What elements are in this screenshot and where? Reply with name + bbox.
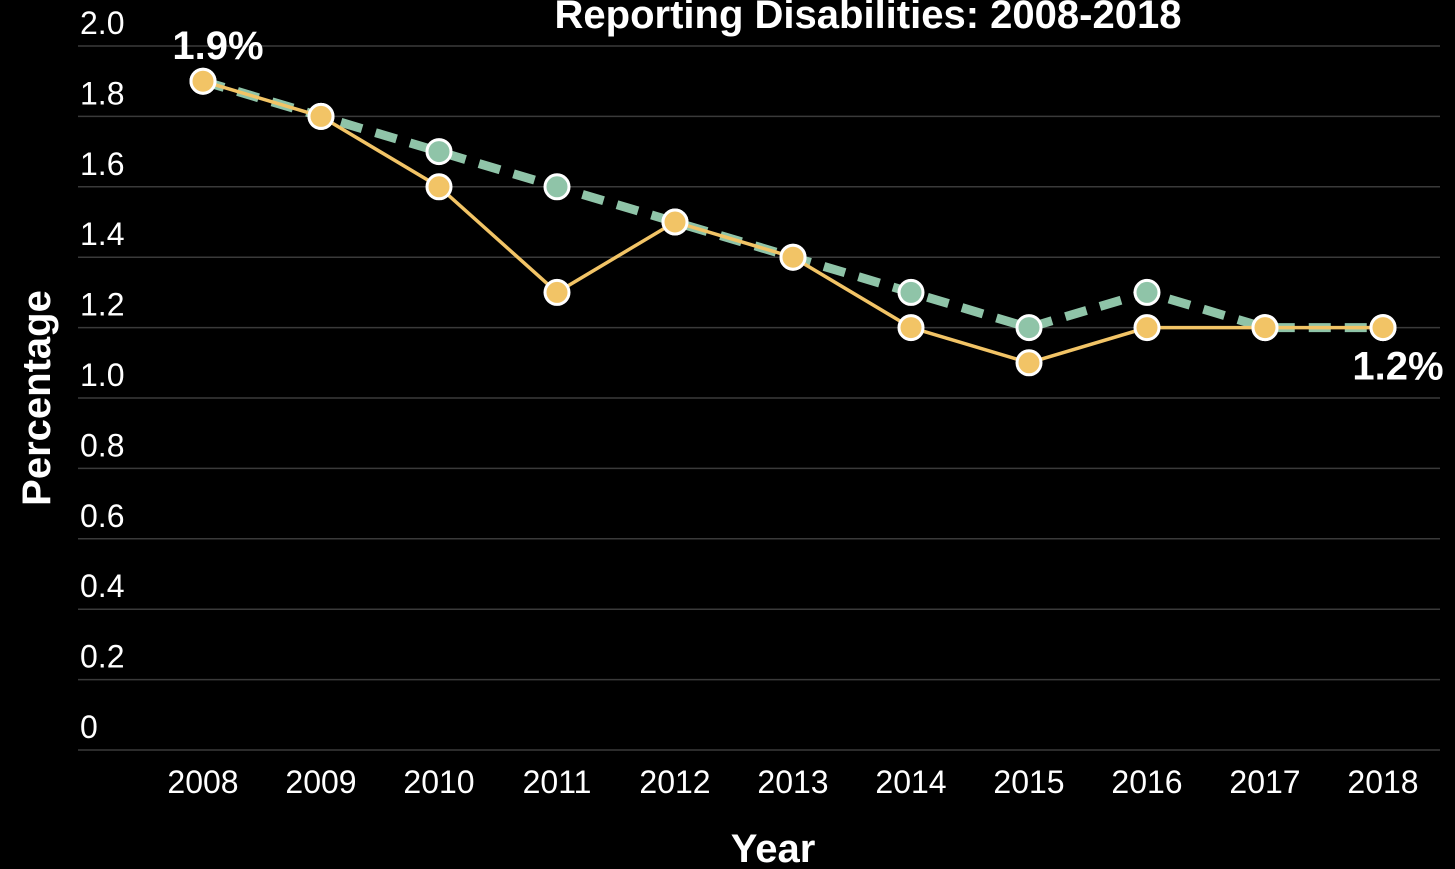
data-point [543,173,571,201]
x-tick-label: 2008 [167,764,238,800]
x-tick-label: 2015 [993,764,1064,800]
y-tick-label: 2.0 [80,5,124,41]
series-0 [189,67,1397,342]
data-point [897,278,925,306]
y-tick-labels: 0 0.2 0.4 0.6 0.8 1.0 1.2 1.4 1.6 1.8 2.0 [80,5,124,745]
y-tick-label: 0 [80,709,98,745]
x-tick-label: 2011 [523,764,592,800]
y-axis-label: Percentage [15,290,59,506]
data-point [189,67,217,95]
y-tick-label: 1.8 [80,75,124,111]
y-tick-label: 1.2 [80,287,124,323]
data-point [779,243,807,271]
annotation-layer: 1.9% 1.2% [172,24,1443,388]
x-tick-label: 2010 [403,764,474,800]
data-point [425,173,453,201]
data-label: 1.2% [1352,345,1443,389]
y-tick-label: 0.6 [80,498,124,534]
x-axis-label: Year [731,827,816,869]
data-point [1251,314,1279,342]
data-label: 1.9% [172,24,263,68]
x-tick-label: 2012 [639,764,710,800]
x-tick-label: 2016 [1111,764,1182,800]
data-point [1369,314,1397,342]
data-point [897,314,925,342]
y-tick-label: 0.8 [80,427,124,463]
y-tick-label: 1.4 [80,216,124,252]
x-tick-label: 2009 [285,764,356,800]
x-tick-labels: 2008 2009 2010 2011 2012 2013 2014 2015 2016 2017… [167,764,1418,800]
series-1 [189,67,1397,377]
x-tick-label: 2018 [1347,764,1418,800]
series-line [202,79,1383,365]
data-point [543,278,571,306]
data-point [425,138,453,166]
data-point [1133,314,1161,342]
data-point [661,208,689,236]
data-point [1133,278,1161,306]
y-tick-label: 1.6 [80,146,124,182]
chart-title: Reporting Disabilities: 2008-2018 [555,0,1182,37]
series-layer [189,67,1397,377]
x-tick-label: 2017 [1229,764,1300,800]
grid-layer [78,45,1440,751]
data-point [307,102,335,130]
x-tick-label: 2013 [757,764,828,800]
y-tick-label: 0.4 [80,568,124,604]
data-point [1015,349,1043,377]
series-line [201,76,1383,333]
data-point [1015,314,1043,342]
y-tick-label: 0.2 [80,639,124,675]
y-tick-label: 1.0 [80,357,124,393]
x-tick-label: 2014 [875,764,946,800]
